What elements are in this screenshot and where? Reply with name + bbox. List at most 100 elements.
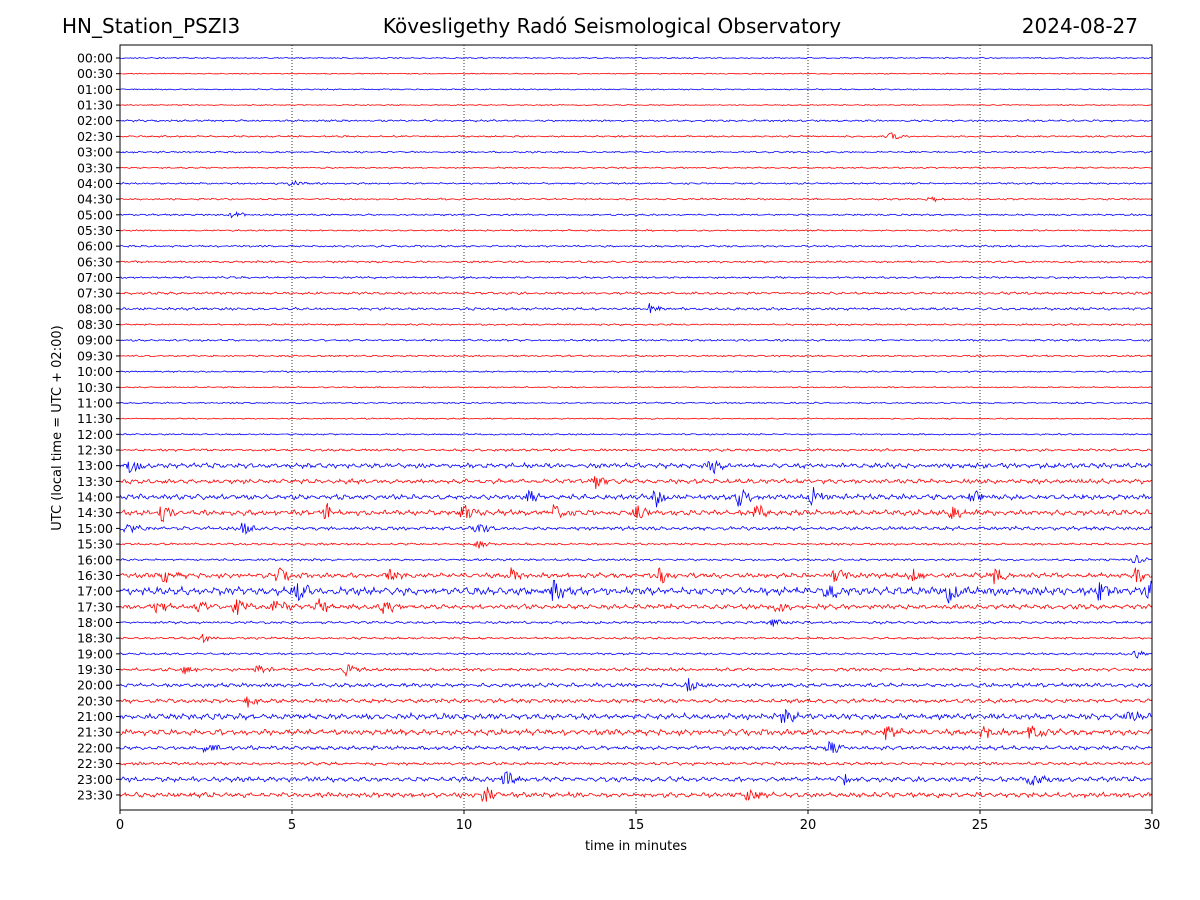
trace-0400 xyxy=(119,179,1153,187)
y-tick-label: 08:00 xyxy=(77,301,113,316)
trace-2300 xyxy=(119,770,1153,786)
seismic-traces xyxy=(119,56,1153,803)
trace-0230 xyxy=(119,132,1153,140)
trace-0730 xyxy=(119,291,1153,296)
trace-0200 xyxy=(119,119,1153,123)
y-tick-label: 01:30 xyxy=(77,98,113,113)
y-tick-label: 09:00 xyxy=(77,333,113,348)
y-tick-label: 17:00 xyxy=(77,584,113,599)
y-tick-label: 23:30 xyxy=(77,787,113,802)
trace-2200 xyxy=(119,740,1153,754)
trace-2230 xyxy=(119,761,1153,767)
trace-1530 xyxy=(120,541,1153,549)
trace-0530 xyxy=(119,229,1153,232)
y-tick-label: 11:00 xyxy=(77,395,113,410)
y-tick-label: 07:00 xyxy=(77,270,113,285)
trace-0630 xyxy=(119,260,1153,264)
trace-1000 xyxy=(120,370,1153,373)
y-tick-label: 05:00 xyxy=(77,207,113,222)
trace-0700 xyxy=(119,275,1153,280)
trace-1930 xyxy=(120,664,1153,678)
y-tick-label: 03:00 xyxy=(77,145,113,160)
x-axis: 0 5 10 15 20 25 30 xyxy=(116,810,1160,833)
y-tick-label: 13:00 xyxy=(77,458,113,473)
y-tick-label: 01:00 xyxy=(77,82,113,97)
y-tick-label: 03:30 xyxy=(77,160,113,175)
trace-1100 xyxy=(119,401,1153,405)
trace-2000 xyxy=(119,678,1153,692)
trace-0000 xyxy=(119,56,1153,60)
trace-0100 xyxy=(119,88,1153,91)
trace-1030 xyxy=(119,386,1153,389)
trace-2330 xyxy=(119,786,1153,803)
y-tick-label: 11:30 xyxy=(77,411,113,426)
trace-0830 xyxy=(119,323,1152,327)
y-tick-label: 07:30 xyxy=(77,286,113,301)
trace-1130 xyxy=(119,417,1153,420)
y-tick-label: 15:00 xyxy=(77,521,113,536)
y-tick-label: 15:30 xyxy=(77,537,113,552)
trace-1700 xyxy=(119,579,1153,604)
y-axis-label: UTC (local time = UTC + 02:00) xyxy=(50,325,65,530)
x-tick-label-5: 5 xyxy=(288,818,296,833)
y-tick-label: 16:00 xyxy=(77,552,113,567)
trace-1200 xyxy=(119,432,1153,436)
y-tick-label: 13:30 xyxy=(77,474,113,489)
y-tick-label: 09:30 xyxy=(77,348,113,363)
chart-date: 2024-08-27 xyxy=(1021,14,1138,38)
trace-0330 xyxy=(119,166,1153,170)
y-tick-label: 14:00 xyxy=(77,490,113,505)
trace-1900 xyxy=(119,650,1153,659)
y-tick-label: 00:00 xyxy=(77,51,113,66)
y-tick-label: 06:00 xyxy=(77,239,113,254)
y-tick-label: 19:30 xyxy=(77,662,113,677)
gridlines xyxy=(291,45,981,810)
x-tick-label-20: 20 xyxy=(800,818,817,833)
chart-title: Kövesligethy Radó Seismological Observat… xyxy=(382,14,842,38)
y-tick-label: 06:30 xyxy=(77,254,113,269)
y-tick-label: 21:00 xyxy=(77,709,113,724)
trace-2030 xyxy=(119,696,1153,708)
trace-1430 xyxy=(119,503,1153,523)
y-tick-label: 18:30 xyxy=(77,631,113,646)
y-tick-label: 10:30 xyxy=(77,380,113,395)
trace-1800 xyxy=(119,619,1153,627)
trace-2100 xyxy=(119,708,1153,723)
y-tick-label: 05:30 xyxy=(77,223,113,238)
trace-1400 xyxy=(119,487,1153,508)
x-tick-label-30: 30 xyxy=(1144,818,1161,833)
trace-0030 xyxy=(119,72,1153,75)
trace-0430 xyxy=(119,196,1153,203)
y-axis: 00:0000:3001:0001:3002:0002:3003:0003:30… xyxy=(77,51,120,802)
y-tick-label: 23:00 xyxy=(77,772,113,787)
x-axis-label: time in minutes xyxy=(585,839,687,854)
x-tick-label-25: 25 xyxy=(972,818,989,833)
y-tick-label: 12:00 xyxy=(77,427,113,442)
y-tick-label: 17:30 xyxy=(77,599,113,614)
x-tick-label-15: 15 xyxy=(628,818,645,833)
y-tick-label: 12:30 xyxy=(77,443,113,458)
y-tick-label: 04:30 xyxy=(77,192,113,207)
y-tick-label: 10:00 xyxy=(77,364,113,379)
trace-1230 xyxy=(119,448,1153,453)
y-tick-label: 20:00 xyxy=(77,678,113,693)
trace-1600 xyxy=(119,554,1152,564)
trace-0900 xyxy=(120,338,1152,342)
x-tick-label-0: 0 xyxy=(116,818,124,833)
trace-0600 xyxy=(119,244,1153,248)
y-tick-label: 21:30 xyxy=(77,725,113,740)
trace-0930 xyxy=(119,354,1153,358)
y-tick-label: 18:00 xyxy=(77,615,113,630)
y-tick-label: 16:30 xyxy=(77,568,113,583)
trace-1830 xyxy=(119,633,1153,644)
x-tick-label-10: 10 xyxy=(456,818,473,833)
y-tick-label: 22:00 xyxy=(77,740,113,755)
y-tick-label: 08:30 xyxy=(77,317,113,332)
y-tick-label: 00:30 xyxy=(77,66,113,81)
trace-1630 xyxy=(119,567,1153,585)
station-name: HN_Station_PSZI3 xyxy=(62,14,241,38)
y-tick-label: 02:00 xyxy=(77,113,113,128)
trace-1730 xyxy=(119,598,1153,616)
y-tick-label: 19:00 xyxy=(77,646,113,661)
